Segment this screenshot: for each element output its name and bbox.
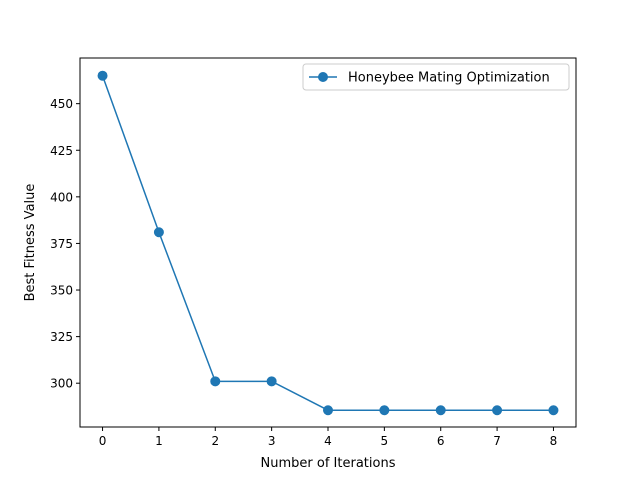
- legend-label: Honeybee Mating Optimization: [348, 71, 550, 86]
- legend-box: [302, 63, 570, 91]
- y-tick-label: 450: [50, 97, 73, 111]
- x-tick-label: 6: [437, 434, 445, 448]
- data-point-marker: [210, 376, 221, 387]
- y-axis-label: Best Fitness Value: [23, 184, 38, 302]
- data-point-marker: [548, 405, 559, 416]
- data-point-marker: [153, 227, 164, 238]
- data-point-marker: [435, 405, 446, 416]
- x-tick-label: 3: [268, 434, 276, 448]
- y-tick-label: 425: [50, 144, 73, 158]
- data-point-marker: [323, 405, 333, 416]
- y-tick-label: 300: [50, 377, 73, 391]
- data-point-marker: [492, 405, 503, 416]
- data-point-marker: [97, 70, 108, 81]
- y-tick-label: 325: [50, 330, 73, 344]
- y-tick-label: 375: [50, 237, 73, 251]
- axis-ticks: 0 1 2 3 4 5 6 7 8 300 325 350 375 400 425 450: [50, 97, 557, 448]
- data-point-marker: [266, 376, 277, 387]
- data-layer: [97, 70, 559, 416]
- legend: Honeybee Mating Optimization: [302, 63, 570, 91]
- legend-marker-swatch: [318, 72, 328, 82]
- y-tick-label: 400: [50, 190, 73, 204]
- x-tick-label: 0: [99, 434, 107, 448]
- data-point-marker: [379, 405, 390, 416]
- x-tick-label: 7: [493, 434, 501, 448]
- x-axis-label: Number of Iterations: [261, 456, 396, 471]
- x-tick-label: 4: [324, 434, 332, 448]
- x-tick-label: 2: [211, 434, 219, 448]
- y-tick-label: 350: [50, 284, 73, 298]
- x-tick-label: 8: [550, 434, 558, 448]
- x-tick-label: 5: [381, 434, 389, 448]
- x-tick-label: 1: [155, 434, 163, 448]
